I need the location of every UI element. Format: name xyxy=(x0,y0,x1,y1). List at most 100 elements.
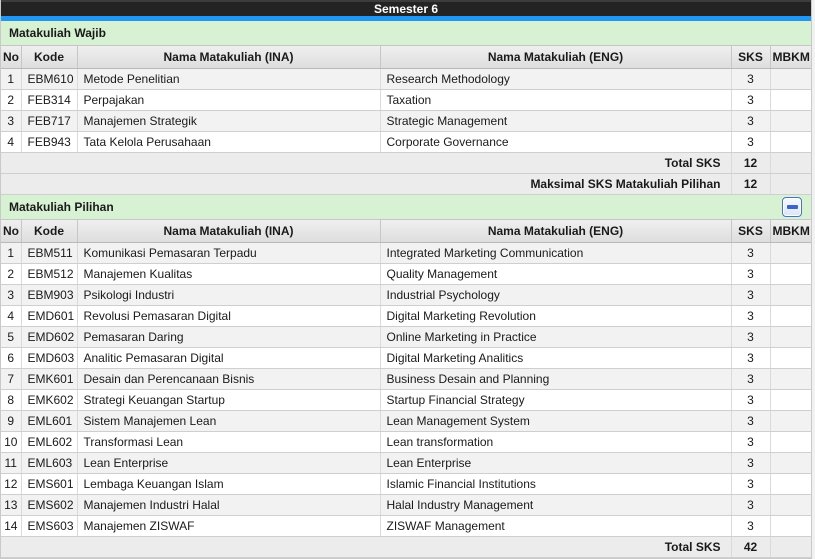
cell-mbkm xyxy=(770,515,811,537)
cell-mbkm xyxy=(770,410,811,432)
table-header-row: No Kode Nama Matakuliah (INA) Nama Matakuli… xyxy=(1,220,811,243)
column-header-eng: Nama Matakuliah (ENG) xyxy=(380,46,732,69)
collapse-section-button[interactable] xyxy=(782,197,802,217)
course-row: 2 FEB314 Perpajakan Taxation 3 xyxy=(1,89,811,111)
cell-mbkm xyxy=(770,326,811,348)
cell-mbkm xyxy=(770,389,811,411)
cell-sks: 3 xyxy=(731,473,771,495)
cell-no: 12 xyxy=(1,473,22,495)
column-header-no: No xyxy=(1,220,22,243)
cell-sks: 3 xyxy=(731,305,771,327)
summary-sks-value: 12 xyxy=(731,152,771,174)
cell-eng: Online Marketing in Practice xyxy=(380,326,732,348)
course-row: 12 EMS601 Lembaga Keuangan Islam Islamic Fi… xyxy=(1,473,811,495)
column-header-sks: SKS xyxy=(731,220,771,243)
course-row: 1 EBM610 Metode Penelitian Research Methodo… xyxy=(1,68,811,90)
cell-ina: Manajemen ZISWAF xyxy=(77,515,381,537)
cell-sks: 3 xyxy=(731,326,771,348)
cell-ina: Manajemen Strategik xyxy=(77,110,381,132)
course-row: 9 EML601 Sistem Manajemen Lean Lean Managem… xyxy=(1,410,811,432)
cell-eng: Islamic Financial Institutions xyxy=(380,473,732,495)
cell-sks: 3 xyxy=(731,431,771,453)
cell-eng: Halal Industry Management xyxy=(380,494,732,516)
cell-eng: Business Desain and Planning xyxy=(380,368,732,390)
cell-eng: Lean Enterprise xyxy=(380,452,732,474)
cell-eng: Taxation xyxy=(380,89,732,111)
cell-eng: Research Methodology xyxy=(380,68,732,90)
course-row: 5 EMD602 Pemasaran Daring Online Marketing … xyxy=(1,326,811,348)
cell-eng: Corporate Governance xyxy=(380,131,732,153)
cell-kode: EML602 xyxy=(21,431,78,453)
cell-kode: EMD602 xyxy=(21,326,78,348)
cell-mbkm xyxy=(770,68,811,90)
summary-mbkm-cell xyxy=(770,152,811,174)
cell-ina: Metode Penelitian xyxy=(77,68,381,90)
cell-ina: Tata Kelola Perusahaan xyxy=(77,131,381,153)
cell-no: 3 xyxy=(1,284,22,306)
cell-sks: 3 xyxy=(731,494,771,516)
cell-kode: EBM512 xyxy=(21,263,78,285)
course-row: 2 EBM512 Manajemen Kualitas Quality Managem… xyxy=(1,263,811,285)
cell-mbkm xyxy=(770,452,811,474)
cell-kode: EBM903 xyxy=(21,284,78,306)
table-header-row: No Kode Nama Matakuliah (INA) Nama Matakuli… xyxy=(1,46,811,69)
semester-title: Semester 6 xyxy=(373,2,439,16)
course-row: 4 EMD601 Revolusi Pemasaran Digital Digital… xyxy=(1,305,811,327)
cell-mbkm xyxy=(770,110,811,132)
cell-eng: Strategic Management xyxy=(380,110,732,132)
cell-mbkm xyxy=(770,284,811,306)
summary-mbkm-cell xyxy=(770,173,811,195)
cell-ina: Manajemen Industri Halal xyxy=(77,494,381,516)
course-row: 7 EMK601 Desain dan Perencanaan Bisnis Busi… xyxy=(1,368,811,390)
cell-sks: 3 xyxy=(731,110,771,132)
summary-row: Total SKS 42 xyxy=(1,536,811,558)
course-row: 8 EMK602 Strategi Keuangan Startup Startup … xyxy=(1,389,811,411)
cell-ina: Strategi Keuangan Startup xyxy=(77,389,381,411)
cell-sks: 3 xyxy=(731,410,771,432)
cell-kode: EML603 xyxy=(21,452,78,474)
column-header-mbkm: MBKM xyxy=(770,46,811,69)
course-row: 4 FEB943 Tata Kelola Perusahaan Corporate G… xyxy=(1,131,811,153)
summary-label: Total SKS xyxy=(1,536,732,558)
cell-ina: Transformasi Lean xyxy=(77,431,381,453)
course-table: No Kode Nama Matakuliah (INA) Nama Matakuli… xyxy=(1,220,811,558)
cell-eng: Quality Management xyxy=(380,263,732,285)
cell-ina: Manajemen Kualitas xyxy=(77,263,381,285)
cell-mbkm xyxy=(770,494,811,516)
column-header-mbkm: MBKM xyxy=(770,220,811,243)
cell-no: 1 xyxy=(1,68,22,90)
cell-no: 8 xyxy=(1,389,22,411)
cell-sks: 3 xyxy=(731,389,771,411)
cell-kode: EMK601 xyxy=(21,368,78,390)
summary-label: Maksimal SKS Matakuliah Pilihan xyxy=(1,173,732,195)
cell-mbkm xyxy=(770,368,811,390)
course-row: 10 EML602 Transformasi Lean Lean transforma… xyxy=(1,431,811,453)
cell-ina: Desain dan Perencanaan Bisnis xyxy=(77,368,381,390)
cell-sks: 3 xyxy=(731,452,771,474)
cell-ina: Lean Enterprise xyxy=(77,452,381,474)
cell-kode: FEB717 xyxy=(21,110,78,132)
cell-ina: Pemasaran Daring xyxy=(77,326,381,348)
section-title: Matakuliah Wajib xyxy=(9,26,106,40)
cell-no: 6 xyxy=(1,347,22,369)
course-row: 6 EMD603 Analitic Pemasaran Digital Digital… xyxy=(1,347,811,369)
summary-row: Total SKS 12 xyxy=(1,152,811,174)
cell-eng: ZISWAF Management xyxy=(380,515,732,537)
cell-sks: 3 xyxy=(731,242,771,264)
course-row: 3 FEB717 Manajemen Strategik Strategic Mana… xyxy=(1,110,811,132)
cell-kode: EBM610 xyxy=(21,68,78,90)
cell-sks: 3 xyxy=(731,131,771,153)
cell-kode: EMK602 xyxy=(21,389,78,411)
cell-eng: Integrated Marketing Communication xyxy=(380,242,732,264)
column-header-no: No xyxy=(1,46,22,69)
course-row: 13 EMS602 Manajemen Industri Halal Halal In… xyxy=(1,494,811,516)
cell-kode: EMD603 xyxy=(21,347,78,369)
cell-ina: Komunikasi Pemasaran Terpadu xyxy=(77,242,381,264)
summary-label: Total SKS xyxy=(1,152,732,174)
semester-header-bar: Semester 6 xyxy=(1,0,811,16)
cell-sks: 3 xyxy=(731,263,771,285)
cell-kode: EMS601 xyxy=(21,473,78,495)
cell-mbkm xyxy=(770,263,811,285)
cell-sks: 3 xyxy=(731,68,771,90)
